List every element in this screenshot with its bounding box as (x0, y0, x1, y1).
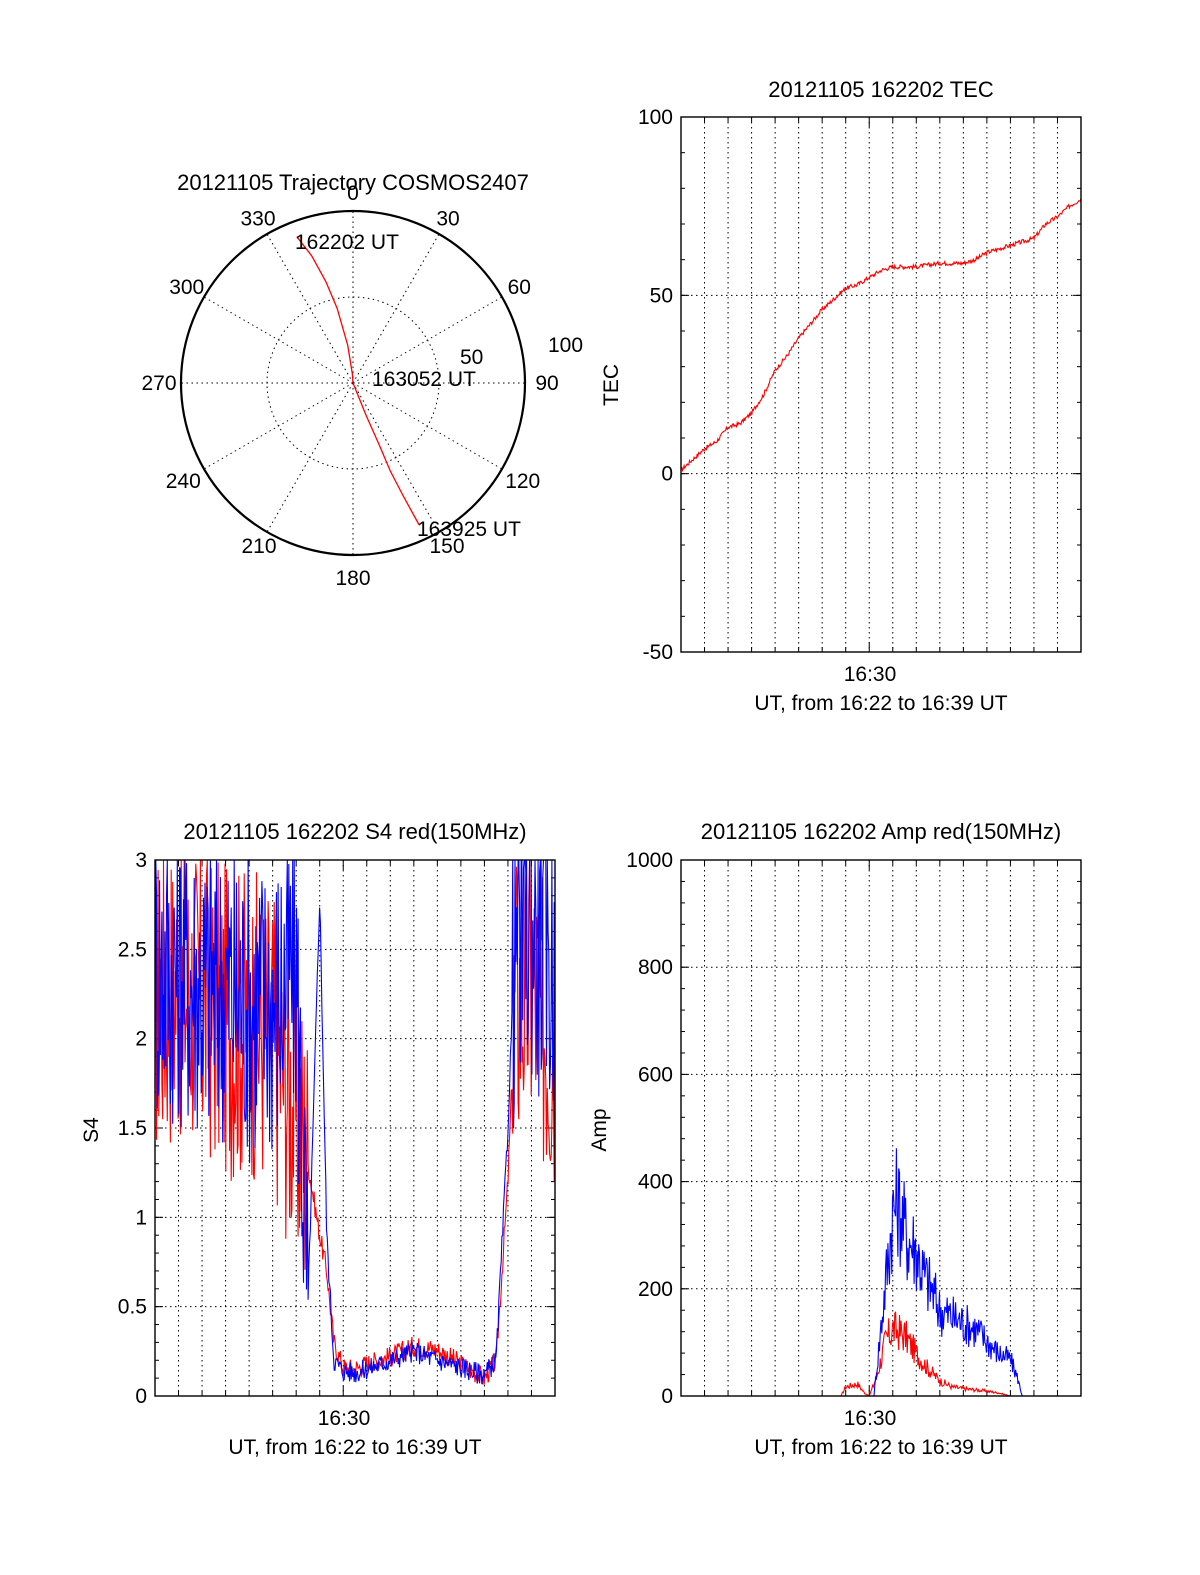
polar-azimuth-label: 150 (429, 535, 464, 558)
polar-annotation-mid: 163052 UT (372, 368, 476, 391)
y-tick-label: 0.5 (118, 1296, 147, 1319)
y-tick-label: 800 (638, 956, 673, 979)
tec-series (680, 198, 1082, 473)
y-tick-label: 2.5 (118, 938, 147, 961)
s4-panel: 20121105 162202 S4 red(150MHz) 3 2.5 2 1.5 1… (80, 819, 556, 1459)
tec-x-axis-label: UT, from 16:22 to 16:39 UT (754, 692, 1007, 715)
polar-spokes (181, 211, 525, 555)
polar-azimuth-label: 210 (241, 535, 276, 558)
amp-x-axis-label: UT, from 16:22 to 16:39 UT (754, 1436, 1007, 1459)
series-line-0 (680, 198, 1082, 473)
polar-azimuth-label: 180 (335, 567, 370, 590)
tec-y-axis-label: TEC (600, 364, 623, 406)
polar-spoke (352, 233, 440, 384)
polar-title: 20121105 Trajectory COSMOS2407 (177, 170, 529, 195)
y-tick-label: 3 (135, 849, 147, 872)
y-tick-label: 0 (135, 1385, 147, 1408)
polar-spoke (203, 296, 354, 384)
series-line-blue (154, 859, 556, 1385)
polar-annotation-start: 162202 UT (295, 231, 399, 254)
polar-spoke (352, 382, 440, 533)
polar-azimuth-label: 60 (508, 276, 531, 299)
tec-x-tick-label: 16:30 (844, 663, 897, 686)
tec-frame (680, 116, 1082, 653)
amp-panel: 20121105 162202 Amp red(150MHz) 1000 800 6… (588, 819, 1082, 1459)
s4-grid (155, 860, 555, 1396)
y-tick-label: 1000 (626, 849, 673, 872)
polar-panel: 20121105 Trajectory COSMOS2407 0 30 60 90 12… (141, 170, 583, 590)
tec-ticks (681, 116, 1081, 653)
tec-y-tick-labels: 100 50 0 -50 (638, 106, 673, 664)
tec-panel: 20121105 162202 TEC 100 50 0 -50 16:30 UT, … (600, 77, 1082, 715)
y-tick-label: 0 (661, 1385, 673, 1408)
polar-spoke (352, 382, 503, 470)
polar-spoke (266, 233, 354, 384)
s4-x-axis-label: UT, from 16:22 to 16:39 UT (228, 1436, 481, 1459)
s4-series (154, 859, 556, 1385)
polar-azimuth-label: 270 (141, 372, 176, 395)
s4-y-tick-labels: 3 2.5 2 1.5 1 0.5 0 (118, 849, 147, 1408)
y-tick-label: 2 (135, 1028, 147, 1051)
polar-azimuth-label: 330 (240, 207, 275, 230)
polar-azimuth-label: 300 (169, 276, 204, 299)
amp-series (681, 1148, 1081, 1397)
series-line-red (154, 859, 556, 1385)
s4-frame (154, 859, 556, 1397)
tec-title: 20121105 162202 TEC (768, 77, 994, 102)
y-tick-label: 0 (661, 463, 673, 486)
amp-grid (681, 860, 1081, 1396)
polar-azimuth-label: 0 (347, 182, 359, 205)
y-tick-label: 400 (638, 1171, 673, 1194)
polar-azimuth-label: 30 (436, 207, 459, 230)
polar-radial-label-100: 100 (548, 334, 583, 357)
series-line-blue (681, 1148, 1081, 1397)
y-tick-label: 600 (638, 1063, 673, 1086)
polar-spoke (266, 382, 354, 533)
polar-azimuth-label: 90 (535, 372, 558, 395)
polar-spoke (352, 296, 503, 384)
y-tick-label: -50 (643, 641, 673, 664)
amp-ticks (681, 859, 1081, 1397)
polar-annotation-end: 163925 UT (417, 518, 521, 541)
polar-azimuth-label: 120 (505, 470, 540, 493)
polar-radial-label-50: 50 (460, 346, 483, 369)
amp-y-axis-label: Amp (588, 1108, 611, 1151)
amp-y-tick-labels: 1000 800 600 400 200 0 (626, 849, 673, 1408)
polar-azimuth-label: 240 (166, 470, 201, 493)
amp-title: 20121105 162202 Amp red(150MHz) (701, 819, 1061, 844)
polar-azimuth-labels: 0 30 60 90 120 150 180 210 240 270 300 330 (141, 182, 558, 590)
s4-y-axis-label: S4 (80, 1117, 103, 1143)
polar-outer-ring (179, 209, 527, 557)
s4-x-tick-label: 16:30 (318, 1407, 371, 1430)
tec-grid (681, 117, 1081, 652)
y-tick-label: 100 (638, 106, 673, 129)
y-tick-label: 1.5 (118, 1117, 147, 1140)
amp-frame (680, 859, 1082, 1397)
y-tick-label: 200 (638, 1278, 673, 1301)
y-tick-label: 1 (135, 1206, 147, 1229)
amp-x-tick-label: 16:30 (844, 1407, 897, 1430)
s4-title: 20121105 162202 S4 red(150MHz) (183, 819, 526, 844)
y-tick-label: 50 (650, 284, 673, 307)
polar-trajectory-line (296, 236, 420, 526)
polar-spoke (203, 382, 354, 470)
